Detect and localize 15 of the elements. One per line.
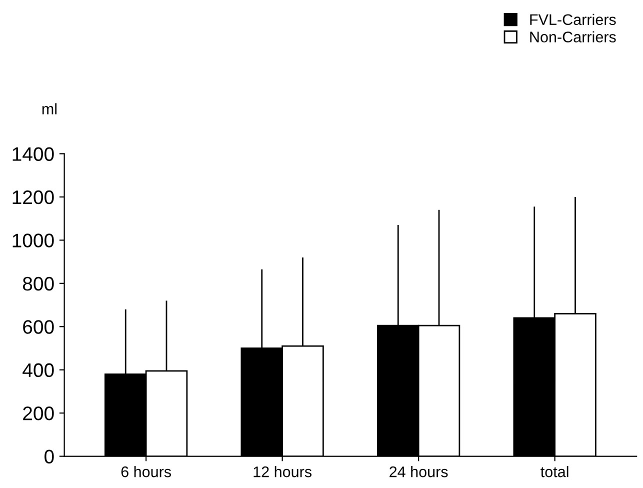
y-tick-label: 0 [44, 450, 54, 464]
y-tick-label: 800 [22, 276, 54, 291]
x-tick-label: total [540, 466, 568, 478]
x-tick-label: 6 hours [121, 466, 171, 478]
y-tick-label: 1400 [12, 147, 54, 161]
y-tick-label: 200 [23, 406, 54, 420]
y-axis-title: ml [42, 103, 57, 114]
x-tick-label: 24 hours [390, 466, 448, 478]
y-tick-label: 600 [23, 320, 54, 334]
legend-label: Non-Carriers [530, 31, 616, 42]
x-tick-label: 12 hours [254, 466, 312, 478]
y-tick-label: 400 [22, 363, 54, 378]
y-tick-label: 1000 [12, 234, 54, 248]
y-tick-label: 1200 [12, 190, 54, 204]
legend-label: FVL-Carriers [530, 14, 616, 26]
